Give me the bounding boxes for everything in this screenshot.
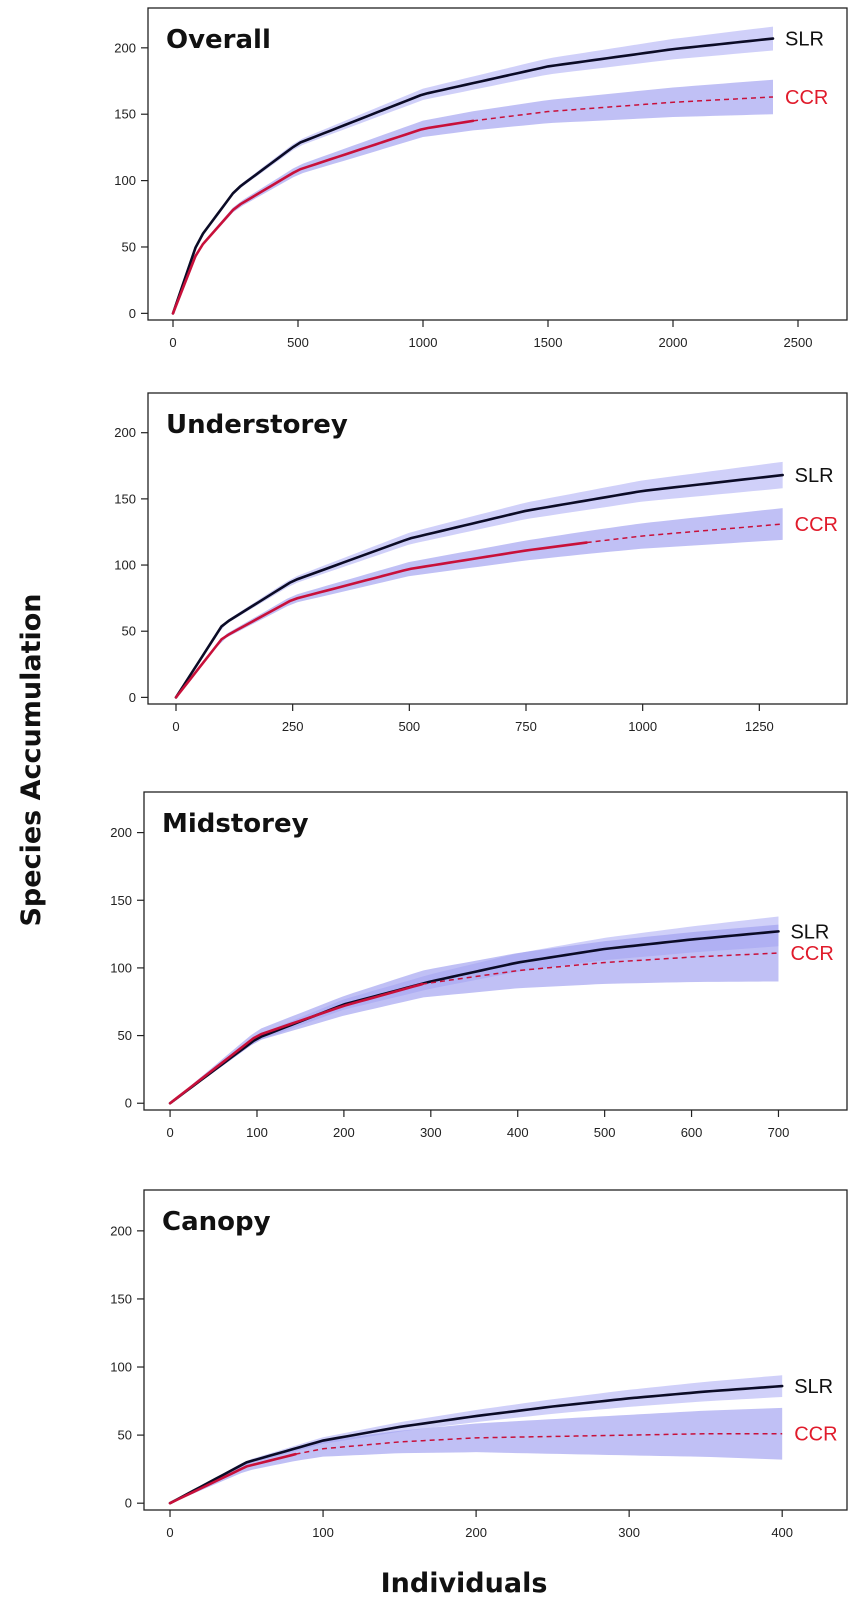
panel-midstorey: 0 50 100 150 200 0 100 200 300 400 500 600 700 SLRCCR…	[110, 791, 848, 1140]
x-tick-label: 0	[166, 1125, 173, 1140]
series-label-ccr: CCR	[795, 514, 838, 536]
line-ccr-extrapolated	[295, 1432, 783, 1455]
y-axis-title: Species Accumulation	[16, 593, 47, 926]
plot-frame	[147, 392, 848, 705]
y-tick-label: 0	[129, 306, 136, 321]
x-tick-label: 2500	[784, 335, 813, 350]
line-slr-observed	[168, 930, 780, 1105]
series-label-ccr: CCR	[790, 943, 833, 965]
x-tick-label: 200	[465, 1525, 487, 1540]
series-label-slr: SLR	[795, 465, 834, 487]
x-tick-label: 1000	[628, 719, 657, 734]
y-tick-label: 150	[114, 491, 136, 506]
y-tick-label: 200	[114, 40, 136, 55]
x-tick-label: 750	[515, 719, 537, 734]
x-tick-label: 200	[333, 1125, 355, 1140]
plot-frame	[143, 1189, 848, 1511]
line-ccr-extrapolated	[586, 523, 783, 544]
x-tick-label: 0	[169, 335, 176, 350]
series-label-slr: SLR	[785, 29, 824, 51]
line-ccr-observed	[171, 119, 475, 315]
y-tick-label: 200	[110, 825, 132, 840]
y-tick-label: 50	[122, 624, 136, 639]
band-ccr	[170, 1407, 783, 1504]
series-label-ccr: CCR	[794, 1424, 837, 1446]
series-label-slr: SLR	[790, 921, 829, 943]
y-tick-label: 0	[125, 1096, 132, 1111]
x-tick-label: 0	[172, 719, 179, 734]
x-tick-label: 1250	[745, 719, 774, 734]
x-tick-label: 1500	[534, 335, 563, 350]
band-ccr	[176, 508, 783, 698]
x-tick-label: 300	[420, 1125, 442, 1140]
y-tick-label: 50	[122, 239, 136, 254]
line-ccr-observed	[174, 541, 588, 699]
line-slr-observed	[168, 1384, 784, 1505]
x-tick-label: 300	[618, 1525, 640, 1540]
y-tick-label: 50	[118, 1028, 132, 1043]
y-tick-label: 50	[118, 1428, 132, 1443]
band-slr	[170, 1375, 783, 1504]
x-axis-title: Individuals	[381, 1568, 548, 1599]
x-tick-label: 700	[768, 1125, 790, 1140]
x-tick-label: 400	[771, 1525, 793, 1540]
band-ccr	[173, 79, 773, 314]
y-tick-label: 100	[114, 173, 136, 188]
panel-title: Understorey	[166, 410, 348, 440]
line-slr-observed	[174, 473, 784, 699]
x-tick-label: 500	[594, 1125, 616, 1140]
y-tick-label: 0	[125, 1496, 132, 1511]
band-slr	[176, 461, 783, 698]
x-tick-label: 500	[287, 335, 309, 350]
panel-title: Midstorey	[162, 809, 309, 839]
series-label-ccr: CCR	[785, 87, 828, 109]
x-tick-label: 2000	[659, 335, 688, 350]
line-ccr-observed	[168, 1452, 297, 1505]
y-tick-label: 100	[110, 1360, 132, 1375]
x-tick-label: 0	[166, 1525, 173, 1540]
panel-understorey: 0 50 100 150 200 0 250 500 750 1000 1250 SLR CCR Unde…	[114, 392, 848, 734]
x-tick-label: 100	[312, 1525, 334, 1540]
line-slr-observed	[171, 37, 775, 315]
x-tick-label: 600	[681, 1125, 703, 1140]
y-tick-label: 200	[110, 1223, 132, 1238]
panel-title: Overall	[166, 25, 271, 55]
y-tick-label: 150	[114, 107, 136, 122]
y-tick-label: 100	[110, 960, 132, 975]
panel-canopy: 0 50 100 150 200 0 100 200 300 400 SLR CCR Canopy	[110, 1189, 848, 1540]
series-label-slr: SLR	[794, 1376, 833, 1398]
x-tick-label: 1000	[409, 335, 438, 350]
line-ccr-extrapolated	[422, 952, 779, 985]
y-tick-label: 200	[114, 425, 136, 440]
plot-frame	[143, 791, 848, 1111]
x-tick-label: 100	[246, 1125, 268, 1140]
panel-title: Canopy	[162, 1207, 271, 1237]
x-tick-label: 400	[507, 1125, 529, 1140]
y-tick-label: 0	[129, 690, 136, 705]
y-tick-label: 100	[114, 558, 136, 573]
plot-frame	[147, 7, 848, 321]
x-tick-label: 250	[282, 719, 304, 734]
y-tick-label: 150	[110, 1291, 132, 1306]
x-tick-label: 500	[398, 719, 420, 734]
line-ccr-observed	[168, 982, 424, 1105]
y-tick-label: 150	[110, 893, 132, 908]
band-ccr	[170, 924, 779, 1104]
